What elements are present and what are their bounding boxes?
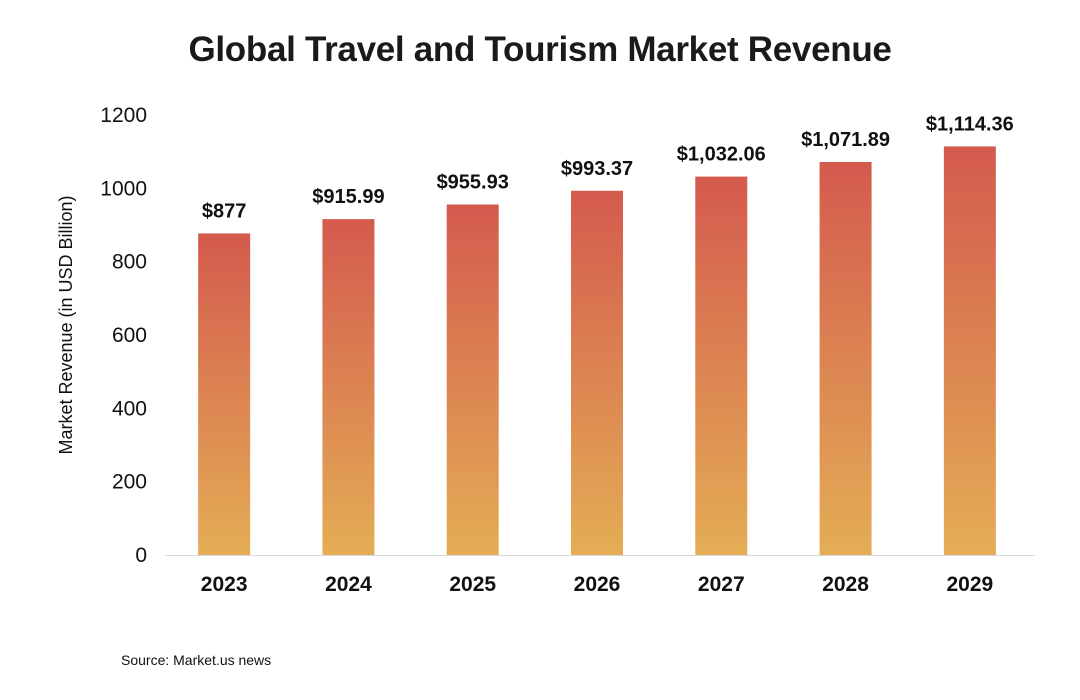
x-tick-label-2027: 2027: [698, 573, 745, 596]
y-tick-label: 1000: [100, 177, 147, 200]
y-tick-label: 400: [112, 397, 147, 420]
y-tick-label: 600: [112, 324, 147, 347]
x-axis-ticks: 2023 2024 2025 2026 2027 2028 2029: [201, 573, 993, 596]
y-axis-ticks: 0 200 400 600 800 1000 1200: [100, 104, 147, 567]
bar-2028: [819, 161, 872, 555]
data-label-2028: $1,071.89: [801, 129, 890, 151]
bar-2029: [943, 146, 996, 555]
chart-title: Global Travel and Tourism Market Revenue: [188, 30, 892, 69]
y-axis-title: Market Revenue (in USD Billion): [56, 195, 76, 454]
y-tick-label: 200: [112, 471, 147, 494]
data-label-2026: $993.37: [561, 158, 633, 180]
data-label-2024: $915.99: [312, 186, 384, 208]
data-label-2029: $1,114.36: [926, 113, 1014, 135]
data-label-2023: $877: [202, 200, 247, 222]
bar-2026: [571, 190, 623, 555]
x-tick-label-2023: 2023: [201, 573, 248, 596]
y-tick-label: 0: [135, 544, 147, 567]
x-tick-label-2025: 2025: [449, 573, 496, 596]
bar-2027: [695, 176, 748, 555]
bar-2025: [446, 204, 499, 555]
y-tick-label: 1200: [100, 104, 147, 127]
source-note: Source: Market.us news: [121, 652, 272, 668]
y-tick-label: 800: [112, 251, 147, 274]
x-tick-label-2026: 2026: [574, 573, 621, 596]
bar-2023: [198, 233, 251, 555]
bar-2024: [322, 219, 375, 555]
data-label-2027: $1,032.06: [677, 144, 766, 166]
data-labels-group: $877 $915.99 $955.93 $993.37 $1,032.06 $1,071…: [202, 113, 1014, 222]
bars-group: [198, 146, 996, 555]
x-tick-label-2024: 2024: [325, 573, 372, 596]
data-label-2025: $955.93: [437, 171, 509, 193]
x-tick-label-2029: 2029: [946, 573, 993, 596]
x-tick-label-2028: 2028: [822, 573, 869, 596]
